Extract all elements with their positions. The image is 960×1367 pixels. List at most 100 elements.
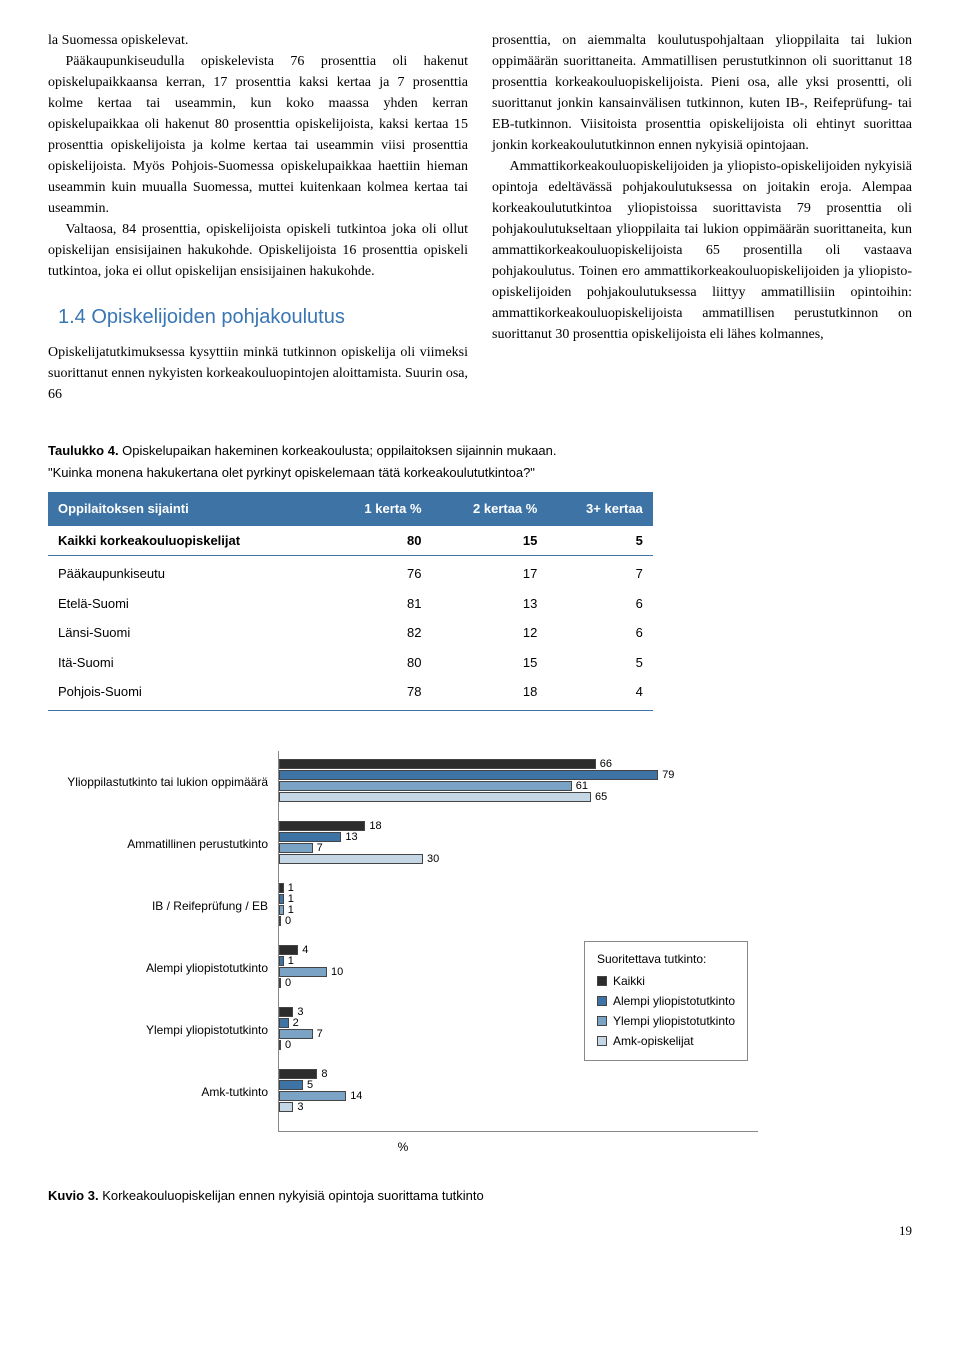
bar [279,1091,346,1101]
legend-label: Kaikki [613,972,645,990]
para: Opiskelijatutkimuksessa kysyttiin minkä … [48,342,468,405]
table-header-row: Oppilaitoksen sijainti 1 kerta % 2 kerta… [48,492,653,526]
chart-category-label: Ammatillinen perustutkinto [48,813,268,875]
bar-row: 14 [279,1091,758,1102]
bar [279,1040,281,1050]
table-row: Kaikki korkeakouluopiskelijat 80 15 5 [48,526,653,556]
cell: 4 [547,677,652,710]
cell: Pääkaupunkiseutu [48,556,326,589]
bar [279,956,284,966]
chart-category-label: Ylempi yliopistotutkinto [48,999,268,1061]
bar [279,1007,293,1017]
bar-group: 85 14 3 [279,1069,758,1113]
bar-row: 65 [279,792,758,803]
cell: 80 [326,648,432,678]
bar-row: 7 [279,843,758,854]
cell: Pohjois-Suomi [48,677,326,710]
bar-row: 30 [279,854,758,865]
chart-category-label: Ylioppilastutkinto tai lukion oppimäärä [48,751,268,813]
bar-value: 14 [350,1091,362,1102]
legend-label: Amk-opiskelijat [613,1032,694,1050]
bar [279,978,281,988]
bar-value: 3 [297,1007,303,1018]
chart-legend: Suoritettava tutkinto: Kaikki Alempi yli… [584,941,748,1061]
legend-title: Suoritettava tutkinto: [597,950,735,968]
para: Pääkaupunkiseudulla opiskelevista 76 pro… [48,51,468,219]
table-row: Etelä-Suomi 81 13 6 [48,589,653,619]
para: Ammattikorkeakouluopiskelijoiden ja ylio… [492,156,912,345]
cell: 82 [326,618,432,648]
bar-value: 65 [595,792,607,803]
cell: 15 [432,526,548,556]
chart-y-labels: Ylioppilastutkinto tai lukion oppimääräA… [48,751,278,1132]
table-title: Taulukko 4. Opiskelupaikan hakeminen kor… [48,441,912,461]
col-header: Oppilaitoksen sijainti [48,492,326,526]
col-header: 1 kerta % [326,492,432,526]
table-4: Taulukko 4. Opiskelupaikan hakeminen kor… [48,441,912,711]
bar [279,843,313,853]
bar-row: 5 [279,1080,758,1091]
column-right: prosenttia, on aiemmalta koulutuspohjalt… [492,30,912,405]
bar-value: 8 [321,1069,327,1080]
cell: 18 [432,677,548,710]
bar-value: 1 [288,883,294,894]
legend-item: Kaikki [597,972,735,990]
cell: 13 [432,589,548,619]
bar-value: 79 [662,770,674,781]
bar-row: 3 [279,1102,758,1113]
section-heading: 1.4 Opiskelijoiden pohjakoulutus [58,302,468,332]
cell: Kaikki korkeakouluopiskelijat [48,526,326,556]
table-subtitle: "Kuinka monena hakukertana olet pyrkinyt… [48,463,912,483]
chart-plot-area: 667961651813730111041100327085143 Suorit… [278,751,758,1132]
chart-category-label: Amk-tutkinto [48,1061,268,1123]
legend-swatch [597,1016,607,1026]
bar [279,759,596,769]
bar [279,770,658,780]
table-row: Pohjois-Suomi 78 18 4 [48,677,653,710]
chart-x-label: % [48,1138,528,1156]
bar-row: 1 [279,883,758,894]
bar-row: 18 [279,821,758,832]
cell: 80 [326,526,432,556]
bar-value: 18 [369,821,381,832]
cell: 5 [547,526,652,556]
cell: 5 [547,648,652,678]
caption-text: Korkeakouluopiskelijan ennen nykyisiä op… [99,1188,484,1203]
bar-value: 1 [288,894,294,905]
bar-value: 1 [288,905,294,916]
bar [279,821,365,831]
bar [279,832,341,842]
cell: 81 [326,589,432,619]
bar-value: 5 [307,1080,313,1091]
bar-row: 1 [279,905,758,916]
bar-value: 3 [297,1102,303,1113]
cell: 6 [547,618,652,648]
legend-item: Ylempi yliopistotutkinto [597,1012,735,1030]
bar-value: 7 [317,1029,323,1040]
bar-value: 13 [345,832,357,843]
bar-row: 0 [279,916,758,927]
para: prosenttia, on aiemmalta koulutuspohjalt… [492,30,912,156]
bar [279,916,281,926]
bar-value: 10 [331,967,343,978]
cell: Etelä-Suomi [48,589,326,619]
bar [279,883,284,893]
cell: Länsi-Suomi [48,618,326,648]
legend-item: Alempi yliopistotutkinto [597,992,735,1010]
bar [279,781,572,791]
cell: 15 [432,648,548,678]
bar [279,945,298,955]
legend-label: Alempi yliopistotutkinto [613,992,735,1010]
col-header: 3+ kertaa [547,492,652,526]
column-left: la Suomessa opiskelevat. Pääkaupunkiseud… [48,30,468,405]
para: la Suomessa opiskelevat. [48,30,468,51]
caption-bold: Kuvio 3. [48,1188,99,1203]
cell: 12 [432,618,548,648]
bar-group: 1110 [279,883,758,927]
text-columns: la Suomessa opiskelevat. Pääkaupunkiseud… [48,30,912,405]
bar [279,1102,293,1112]
bar-value: 0 [285,978,291,989]
bar-row: 79 [279,770,758,781]
cell: 6 [547,589,652,619]
bar-group: 18 13730 [279,821,758,865]
